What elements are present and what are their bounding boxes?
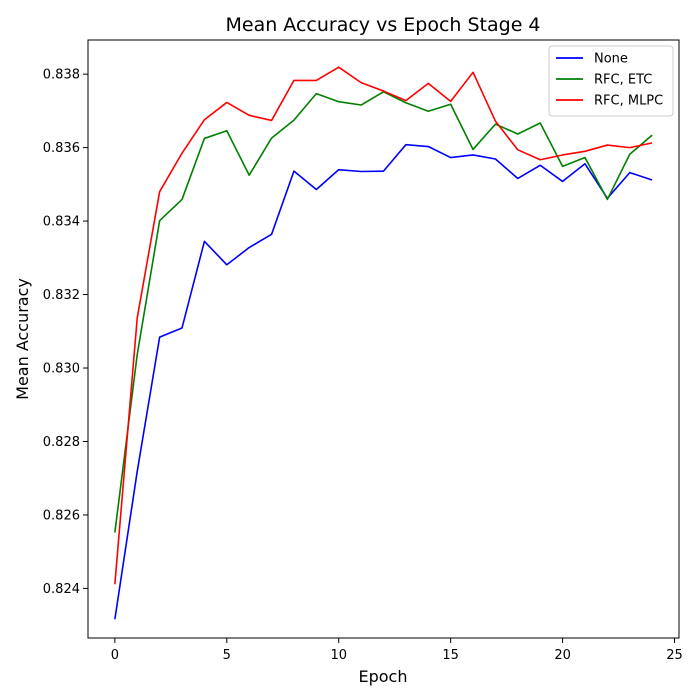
y-tick-label: 0.824 — [43, 582, 80, 597]
y-tick-label: 0.836 — [43, 141, 80, 156]
x-tick-label: 0 — [111, 648, 119, 663]
x-tick-label: 25 — [666, 648, 683, 663]
y-tick-label: 0.830 — [43, 362, 80, 377]
legend-label-0: None — [594, 52, 628, 67]
y-axis-label: Mean Accuracy — [13, 278, 32, 400]
series-line-0 — [114, 143, 653, 620]
chart-title: Mean Accuracy vs Epoch Stage 4 — [225, 14, 540, 36]
x-axis-label: Epoch — [359, 667, 408, 686]
plot-area — [88, 40, 679, 638]
y-axis-ticks: 0.824 0.826 0.828 0.830 0.832 0.834 0.836 0.838 — [43, 68, 88, 597]
legend-label-1: RFC, ETC — [594, 73, 652, 88]
x-tick-label: 5 — [223, 648, 231, 663]
x-tick-label: 15 — [442, 648, 459, 663]
legend-label-2: RFC, MLPC — [594, 94, 663, 109]
y-tick-label: 0.828 — [43, 435, 80, 450]
legend-box — [548, 45, 674, 117]
series-line-2 — [114, 66, 653, 585]
x-tick-label: 20 — [554, 648, 571, 663]
x-tick-label: 10 — [330, 648, 347, 663]
x-axis-ticks: 0 5 10 15 20 25 — [111, 638, 683, 663]
series-lines — [114, 66, 653, 620]
y-tick-label: 0.838 — [43, 68, 80, 83]
y-tick-label: 0.832 — [43, 288, 80, 303]
plot-frame — [87, 39, 680, 639]
legend: None RFC, ETC RFC, MLPC — [548, 45, 674, 117]
y-tick-label: 0.834 — [43, 215, 80, 230]
y-tick-label: 0.826 — [43, 508, 80, 523]
